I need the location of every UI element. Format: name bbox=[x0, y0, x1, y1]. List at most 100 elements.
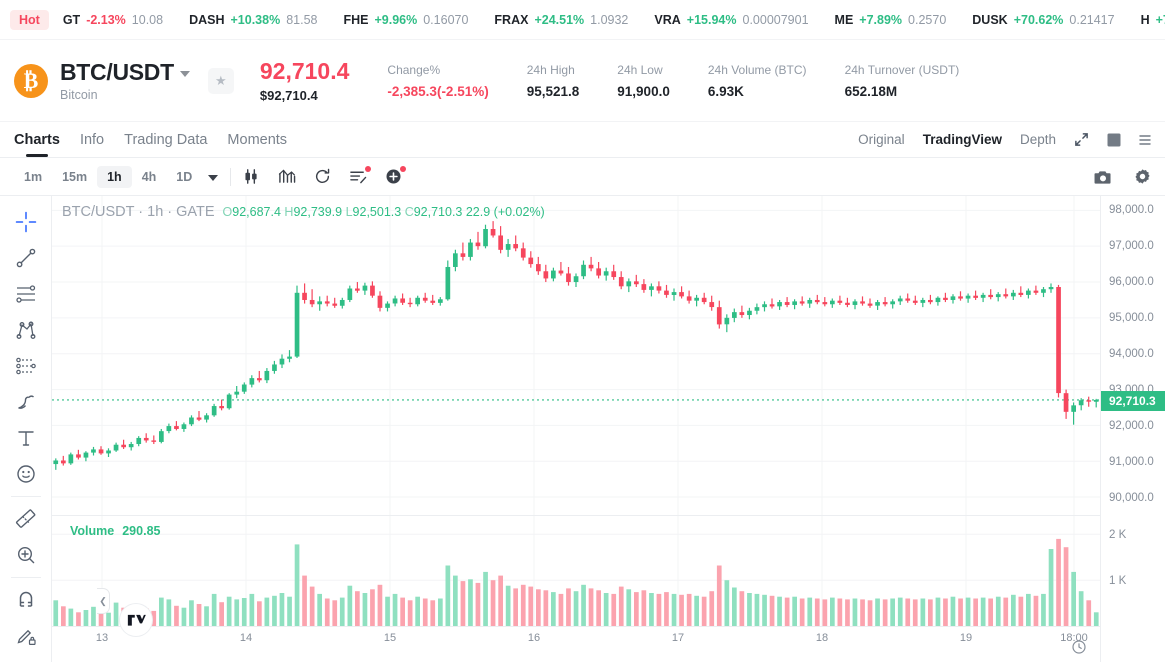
stat-value: 91,900.0 bbox=[617, 83, 670, 99]
stat-value: -2,385.3(-2.51%) bbox=[387, 83, 489, 99]
ticker-change: +7.41% bbox=[1155, 12, 1165, 27]
horizontal-lines-icon[interactable] bbox=[9, 276, 43, 312]
time-axis[interactable]: 13 14 15 16 17 18 19 18:00 bbox=[52, 626, 1100, 648]
candlestick-icon[interactable] bbox=[243, 168, 260, 185]
ticker-price: 0.21417 bbox=[1069, 12, 1115, 27]
stat-label: 24h Low bbox=[617, 62, 663, 77]
volume-pane[interactable]: Volume 290.85 bbox=[52, 516, 1100, 626]
emoji-icon[interactable] bbox=[9, 456, 43, 492]
ticker-item[interactable]: ME +7.89% 0.2570 bbox=[835, 13, 947, 27]
timeframe-1D[interactable]: 1D bbox=[176, 169, 193, 184]
market-ticker-bar[interactable]: Hot GT -2.13% 10.08 DASH +10.38% 81.58 FHE +9.9… bbox=[0, 0, 1165, 40]
expand-icon[interactable] bbox=[1074, 132, 1089, 147]
ticker-item[interactable]: VRA +15.94% 0.00007901 bbox=[654, 13, 808, 27]
chart-area: BTC/USDT · 1h · GATE O92,687.4 H92,739.9… bbox=[0, 196, 1165, 662]
trend-line-icon[interactable] bbox=[9, 240, 43, 276]
hot-badge: Hot bbox=[10, 9, 49, 30]
price-axis[interactable]: 98,000.0 97,000.0 96,000.0 95,000.0 94,000.0… bbox=[1100, 196, 1165, 662]
menu-icon[interactable] bbox=[1139, 133, 1151, 147]
price-axis-label: 94,000.0 bbox=[1109, 348, 1154, 361]
timeframe-dropdown-icon[interactable] bbox=[208, 174, 219, 181]
view-tab-original[interactable]: Original bbox=[858, 132, 905, 147]
tab-trading-data[interactable]: Trading Data bbox=[124, 131, 208, 148]
section-tabs: Charts Info Trading Data Moments Original Tr… bbox=[0, 122, 1165, 158]
price-axis-label: 96,000.0 bbox=[1109, 276, 1154, 289]
toolbar-divider bbox=[10, 577, 41, 578]
crosshair-icon[interactable] bbox=[9, 204, 43, 240]
camera-icon[interactable] bbox=[1094, 169, 1112, 185]
pitchfork-icon[interactable] bbox=[9, 312, 43, 348]
view-tab-tradingview[interactable]: TradingView bbox=[922, 132, 1002, 147]
refresh-icon[interactable] bbox=[314, 168, 331, 185]
volume-legend: Volume 290.85 bbox=[62, 524, 160, 538]
pair-selector[interactable]: BTC/USDT Bitcoin bbox=[60, 59, 190, 102]
ruler-icon[interactable] bbox=[9, 501, 43, 537]
ticker-item[interactable]: FRAX +24.51% 1.0932 bbox=[494, 13, 628, 27]
ticker-change: +9.96% bbox=[374, 12, 418, 27]
price-axis-label: 90,000.0 bbox=[1109, 492, 1154, 505]
ticker-item[interactable]: DASH +10.38% 81.58 bbox=[189, 13, 317, 27]
chart-plot[interactable]: BTC/USDT · 1h · GATE O92,687.4 H92,739.9… bbox=[52, 196, 1100, 662]
timeframe-4h[interactable]: 4h bbox=[141, 169, 157, 184]
ticker-change: +7.89% bbox=[859, 12, 903, 27]
ticker-symbol: GT bbox=[62, 12, 81, 27]
stat-label: 24h Turnover (USDT) bbox=[844, 62, 960, 77]
compare-icon[interactable] bbox=[349, 166, 372, 185]
time-axis-label: 15 bbox=[383, 631, 397, 644]
stat-value: 95,521.8 bbox=[526, 83, 580, 99]
ticker-price: 81.58 bbox=[286, 12, 318, 27]
settings-icon[interactable] bbox=[1134, 168, 1151, 185]
add-icon[interactable] bbox=[385, 166, 407, 185]
tab-moments[interactable]: Moments bbox=[227, 131, 288, 148]
indicator-icon[interactable] bbox=[278, 168, 296, 185]
ticker-item[interactable]: FHE +9.96% 0.16070 bbox=[343, 13, 468, 27]
volume-value: 290.85 bbox=[122, 524, 161, 538]
tab-info[interactable]: Info bbox=[79, 131, 105, 148]
price-axis-label: 91,000.0 bbox=[1109, 456, 1154, 469]
notification-dot bbox=[400, 166, 407, 172]
timeframe-1h[interactable]: 1h bbox=[97, 165, 132, 188]
stat-24h-volume-btc: 24h Volume (BTC) 6.93K bbox=[708, 63, 807, 99]
layout-square-icon[interactable] bbox=[1107, 133, 1121, 147]
chart-legend: BTC/USDT · 1h · GATE O92,687.4 H92,739.9… bbox=[62, 204, 545, 220]
timeframe-1m[interactable]: 1m bbox=[24, 169, 43, 184]
stat-label: Change% bbox=[387, 62, 441, 77]
last-price-block: 92,710.4 $92,710.4 bbox=[260, 58, 350, 102]
ticker-change: +70.62% bbox=[1013, 12, 1064, 27]
notification-dot bbox=[365, 166, 372, 172]
fib-retracement-icon[interactable] bbox=[9, 348, 43, 384]
ticker-item[interactable]: H+7.41%0.19656 bbox=[1141, 13, 1165, 27]
stat-24h-high: 24h High 95,521.8 bbox=[527, 63, 580, 99]
volume-axis-label: 1 K bbox=[1109, 575, 1127, 588]
drawing-toolbar bbox=[0, 196, 52, 662]
ticker-item[interactable]: DUSK +70.62% 0.21417 bbox=[972, 13, 1114, 27]
volume-series bbox=[52, 516, 1100, 626]
volume-axis-label: 2 K bbox=[1109, 529, 1127, 542]
lock-drawings-icon[interactable] bbox=[9, 618, 43, 654]
ticker-price: 10.08 bbox=[131, 12, 164, 27]
ticker-symbol: H bbox=[1140, 12, 1150, 27]
tab-charts[interactable]: Charts bbox=[14, 122, 60, 157]
zoom-in-icon[interactable] bbox=[9, 537, 43, 573]
favorite-star-button[interactable]: ★ bbox=[207, 67, 234, 94]
timeframe-15m[interactable]: 15m bbox=[62, 169, 88, 184]
chevron-down-icon[interactable] bbox=[179, 71, 190, 77]
ticker-change: -2.13% bbox=[86, 12, 126, 27]
ticker-item[interactable]: GT -2.13% 10.08 bbox=[63, 13, 163, 27]
timezone-clock-icon[interactable] bbox=[1072, 640, 1086, 659]
time-axis-label: 13 bbox=[95, 631, 109, 644]
stat-24h-turnover-usdt: 24h Turnover (USDT) 652.18M bbox=[845, 63, 960, 99]
ticker-symbol: VRA bbox=[654, 12, 681, 27]
brush-icon[interactable] bbox=[9, 384, 43, 420]
collapse-toolbar-handle[interactable]: ❮ bbox=[97, 588, 110, 614]
ticker-symbol: DASH bbox=[189, 12, 225, 27]
price-axis-label: 98,000.0 bbox=[1109, 204, 1154, 217]
magnet-icon[interactable] bbox=[9, 582, 43, 618]
view-tab-depth[interactable]: Depth bbox=[1019, 132, 1056, 147]
last-price: 92,710.4 bbox=[259, 58, 350, 85]
ticker-change: +24.51% bbox=[534, 12, 585, 27]
time-axis-label: 18:00 bbox=[1060, 631, 1088, 644]
text-icon[interactable] bbox=[9, 420, 43, 456]
price-pane[interactable]: BTC/USDT · 1h · GATE O92,687.4 H92,739.9… bbox=[52, 196, 1100, 516]
